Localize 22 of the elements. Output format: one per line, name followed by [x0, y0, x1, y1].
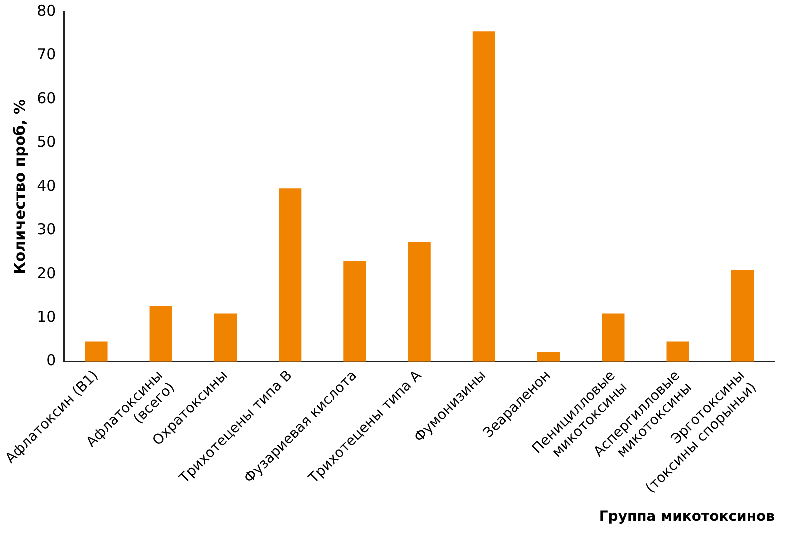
- bar: [408, 242, 431, 362]
- y-tick-label: 10: [37, 308, 56, 326]
- y-tick-label: 0: [46, 352, 56, 370]
- bar: [150, 306, 172, 362]
- bar: [602, 314, 625, 362]
- x-axis-title: Группа микотоксинов: [599, 509, 776, 526]
- bar: [214, 314, 238, 362]
- bar: [279, 188, 302, 362]
- y-tick-label: 20: [37, 264, 56, 282]
- y-tick-label: 30: [37, 220, 56, 239]
- y-tick-label: 60: [37, 89, 56, 108]
- y-axis-title: Количество проб, %: [10, 99, 29, 274]
- y-tick-label: 50: [37, 133, 56, 152]
- bar: [731, 270, 754, 362]
- bar: [85, 342, 108, 362]
- bar: [344, 261, 366, 362]
- bar: [538, 352, 560, 362]
- y-tick-label: 40: [37, 176, 56, 195]
- y-tick-label: 70: [37, 46, 56, 64]
- bar: [472, 32, 496, 362]
- y-tick-label: 80: [37, 2, 56, 20]
- bar: [666, 342, 690, 362]
